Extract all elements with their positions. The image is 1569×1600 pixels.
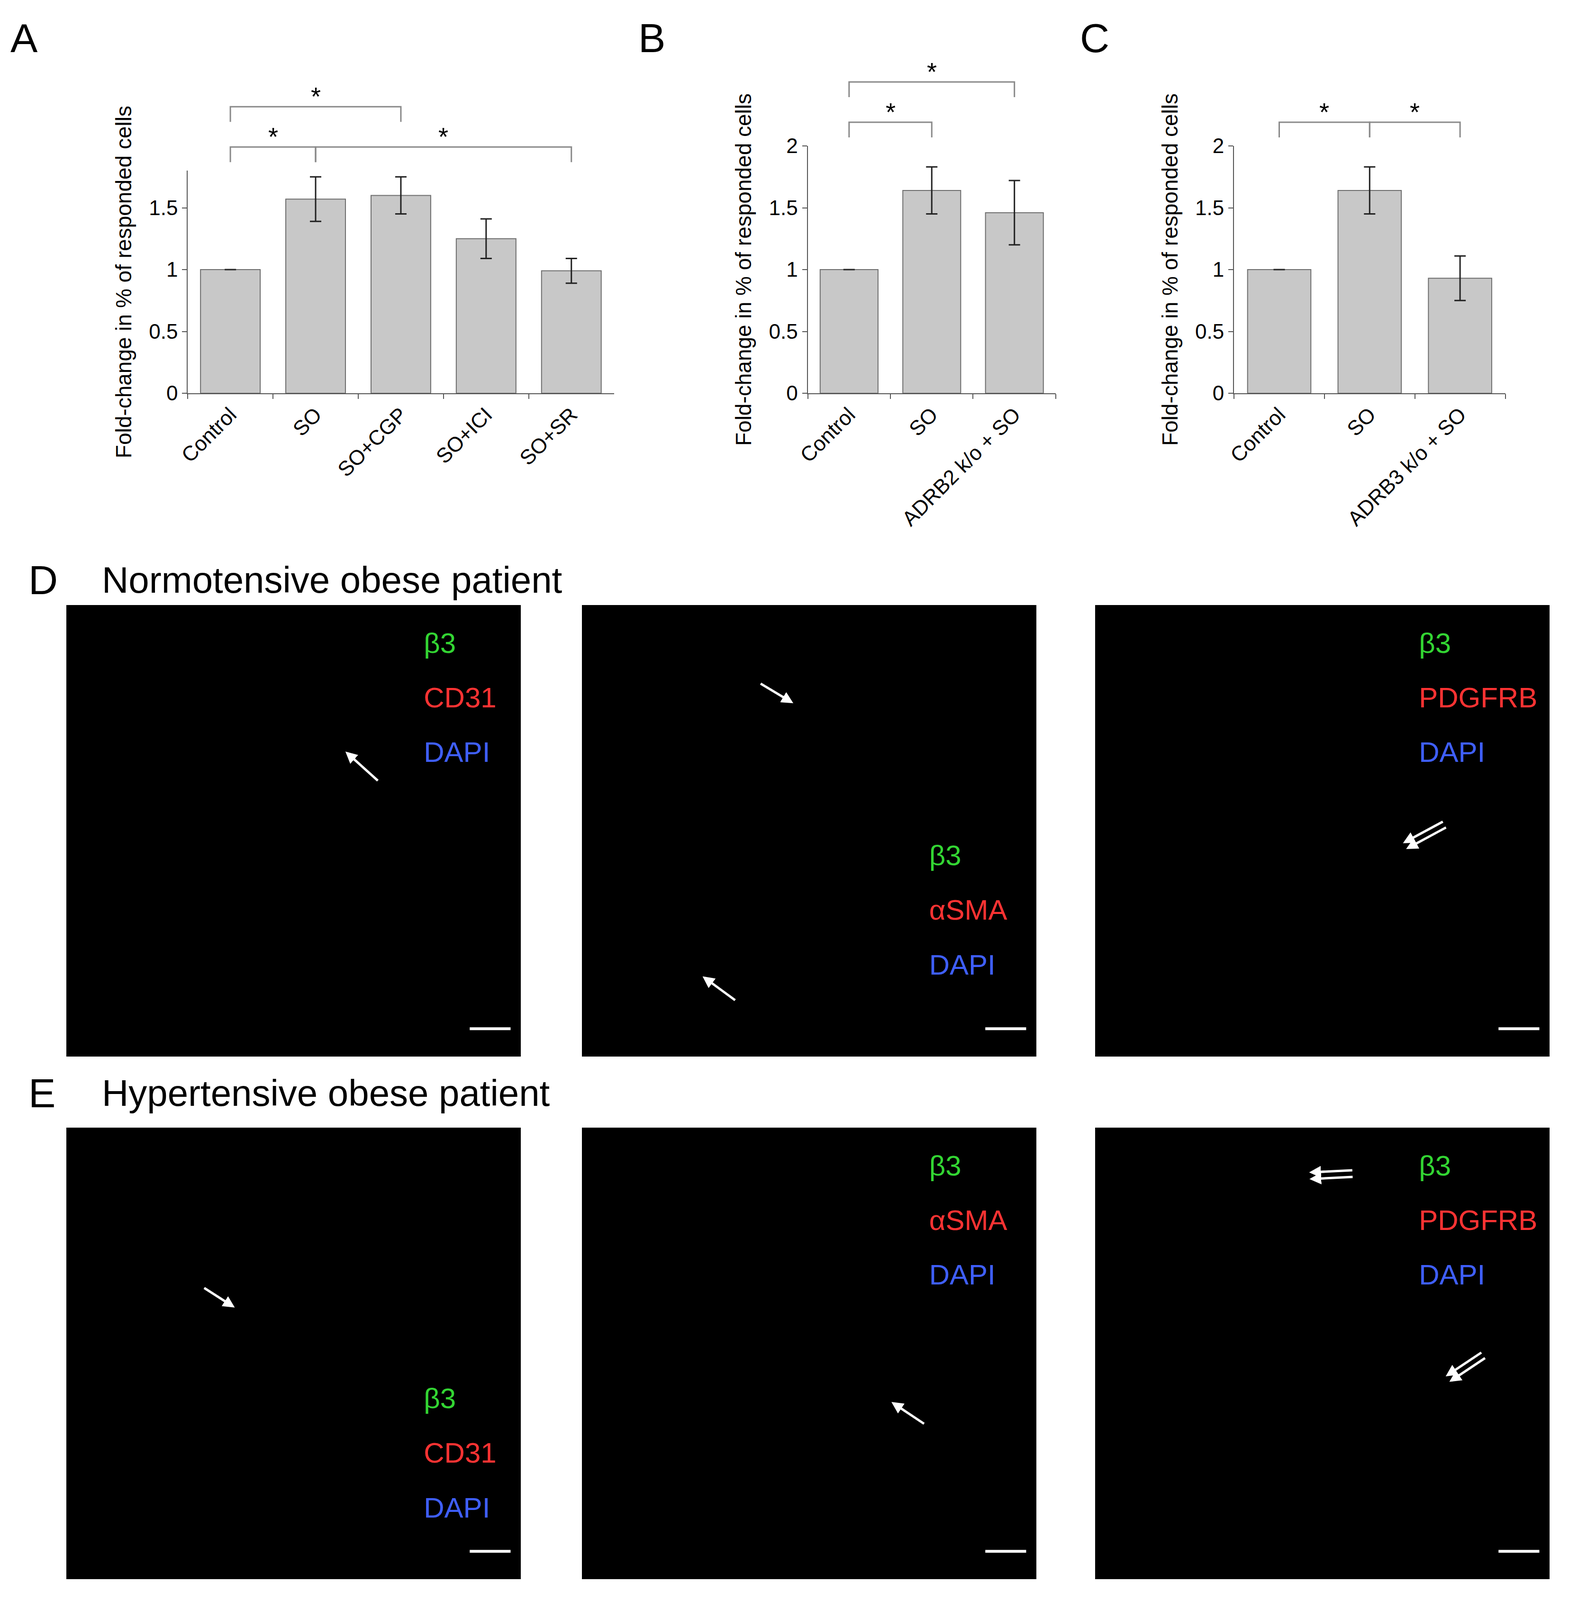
svg-text:CD31: CD31 [423, 1437, 497, 1470]
svg-text:1.5: 1.5 [769, 196, 799, 220]
svg-text:1.5: 1.5 [1195, 196, 1225, 220]
svg-text:1: 1 [166, 257, 178, 282]
svg-text:*: * [438, 122, 449, 151]
svg-text:*: * [1319, 97, 1330, 127]
svg-text:0.5: 0.5 [1195, 319, 1225, 344]
svg-text:Control: Control [1225, 402, 1290, 467]
svg-text:DAPI: DAPI [929, 1259, 996, 1291]
svg-text:Fold-change in % of responded: Fold-change in % of responded cells [1157, 93, 1183, 446]
svg-text:0.5: 0.5 [769, 319, 799, 344]
svg-text:DAPI: DAPI [929, 949, 996, 981]
svg-text:2: 2 [786, 134, 798, 158]
svg-text:Control: Control [176, 402, 241, 467]
svg-text:SO+ICI: SO+ICI [431, 402, 497, 469]
svg-text:0: 0 [166, 381, 178, 405]
svg-text:*: * [1409, 97, 1420, 127]
svg-text:β3: β3 [929, 839, 962, 872]
svg-text:0.5: 0.5 [148, 319, 178, 344]
svg-text:DAPI: DAPI [423, 1492, 490, 1524]
svg-text:β3: β3 [929, 1150, 962, 1182]
svg-text:1: 1 [1212, 257, 1225, 282]
svg-text:*: * [885, 97, 896, 127]
svg-text:0: 0 [1212, 381, 1225, 405]
svg-text:αSMA: αSMA [929, 894, 1008, 926]
svg-text:0: 0 [786, 381, 798, 405]
svg-text:SO+CGP: SO+CGP [333, 402, 412, 481]
svg-text:DAPI: DAPI [1418, 1259, 1486, 1291]
svg-text:SO: SO [288, 402, 327, 441]
svg-text:β3: β3 [1418, 1150, 1452, 1182]
svg-text:DAPI: DAPI [423, 736, 490, 769]
svg-text:SO: SO [904, 402, 943, 441]
svg-text:PDGFRB: PDGFRB [1418, 681, 1538, 714]
svg-text:β3: β3 [1418, 627, 1452, 660]
html-text:Normotensive obese patient: Normotensive obese patient [101, 559, 563, 601]
svg-text:1: 1 [786, 257, 798, 282]
svg-text:*: * [268, 122, 279, 151]
svg-text:Fold-change in % of responded: Fold-change in % of responded cells [731, 93, 756, 446]
svg-text:Fold-change in % of responded: Fold-change in % of responded cells [111, 105, 137, 459]
html-text:Hypertensive obese patient: Hypertensive obese patient [101, 1072, 550, 1115]
svg-text:β3: β3 [423, 627, 456, 660]
svg-text:*: * [310, 81, 321, 111]
svg-text:2: 2 [1212, 134, 1225, 158]
svg-text:β3: β3 [423, 1382, 456, 1415]
svg-text:ADRB2 k/o + SO: ADRB2 k/o + SO [897, 402, 1025, 531]
svg-text:B: B [638, 15, 666, 61]
svg-text:*: * [926, 57, 937, 86]
html-text:D: D [28, 557, 58, 603]
svg-text:SO: SO [1342, 402, 1381, 441]
html-text:E: E [28, 1070, 56, 1116]
svg-text:DAPI: DAPI [1418, 736, 1486, 769]
svg-text:Control: Control [795, 402, 860, 467]
svg-text:A: A [10, 15, 38, 61]
svg-text:C: C [1079, 15, 1110, 61]
svg-text:αSMA: αSMA [929, 1204, 1008, 1237]
svg-text:PDGFRB: PDGFRB [1418, 1204, 1538, 1237]
svg-text:SO+SR: SO+SR [515, 402, 582, 470]
svg-text:CD31: CD31 [423, 681, 497, 714]
svg-text:1.5: 1.5 [148, 196, 178, 220]
svg-text:ADRB3 k/o + SO: ADRB3 k/o + SO [1342, 402, 1471, 531]
